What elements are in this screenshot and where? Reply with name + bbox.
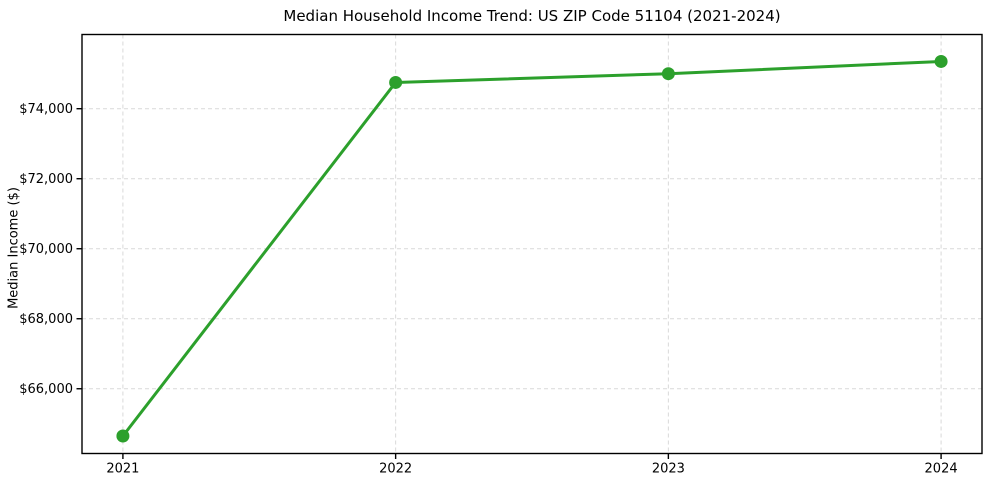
y-axis-label-text: Median Income ($) [6,187,22,309]
x-tick-label: 2024 [925,462,958,477]
x-tick-label: 2023 [652,462,685,477]
data-point [116,429,130,443]
data-point [389,75,403,89]
chart-title: Median Household Income Trend: US ZIP Co… [283,7,781,25]
x-tick-label: 2022 [379,462,412,477]
series-line [121,59,943,438]
data-point [934,54,948,68]
y-tick-label: $74,000 [19,102,73,117]
plot-border [81,33,983,455]
y-tick-label: $72,000 [19,172,73,187]
data-point [661,67,675,81]
y-tick-label: $68,000 [19,312,73,327]
y-tick-label: $70,000 [19,242,73,257]
x-tick-label: 2021 [106,462,139,477]
y-tick-label: $66,000 [19,382,73,397]
